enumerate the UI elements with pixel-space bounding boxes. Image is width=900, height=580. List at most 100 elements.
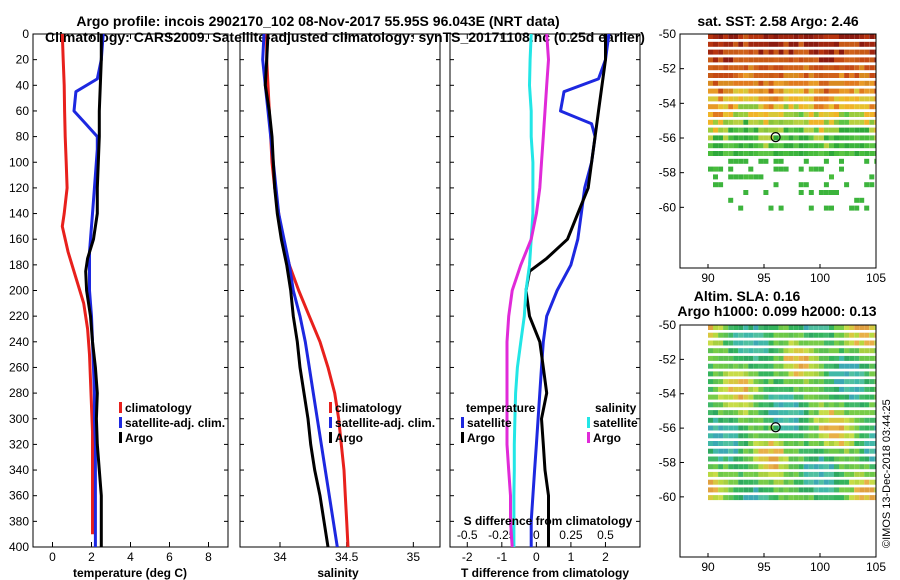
map-cell xyxy=(733,332,739,338)
map-cell xyxy=(723,34,729,39)
map-cell xyxy=(723,464,729,470)
map-cell xyxy=(854,456,860,462)
map-cell xyxy=(738,394,744,400)
map-cell xyxy=(869,41,875,47)
map-cell xyxy=(854,487,860,493)
map-cell xyxy=(813,73,819,78)
map-cell xyxy=(723,332,729,338)
map-cell xyxy=(738,112,744,117)
map-cell xyxy=(773,158,779,164)
map-cell xyxy=(798,34,804,39)
map-cell xyxy=(713,174,718,180)
series-line-argo xyxy=(84,34,103,547)
sla-map-frame xyxy=(679,324,877,558)
map-cell xyxy=(864,96,870,102)
map-cell xyxy=(718,88,724,94)
x-tick-label: -1 xyxy=(496,550,507,564)
map-cell xyxy=(768,96,774,102)
map-cell xyxy=(813,34,819,39)
map-cell xyxy=(713,448,718,454)
map-cell xyxy=(808,104,814,110)
map-cell xyxy=(834,379,839,385)
map-cell xyxy=(864,479,870,485)
map-y-tick-label: -54 xyxy=(659,96,677,110)
sst-map-title: sat. SST: 2.58 Argo: 2.46 xyxy=(697,13,859,29)
map-cell xyxy=(713,363,718,369)
map-cell xyxy=(743,73,749,78)
map-cell xyxy=(743,379,749,385)
map-cell xyxy=(748,379,754,385)
map-cell xyxy=(864,119,870,125)
map-cell xyxy=(728,151,734,156)
map-cell xyxy=(808,151,814,156)
map-cell xyxy=(708,386,713,392)
map-cell xyxy=(808,386,814,392)
map-cell xyxy=(793,332,799,338)
map-cell xyxy=(793,49,799,55)
map-cell xyxy=(798,73,804,78)
map-cell xyxy=(823,135,829,141)
map-cell xyxy=(743,65,749,71)
map-cell xyxy=(793,325,799,330)
map-cell xyxy=(723,479,729,485)
map-cell xyxy=(803,119,809,125)
map-cell xyxy=(723,127,729,133)
map-cell xyxy=(854,104,860,110)
legend-label-argo: Argo xyxy=(335,431,363,445)
map-cell xyxy=(829,479,834,485)
map-cell xyxy=(813,371,819,377)
depth-tick-label: 120 xyxy=(9,181,29,195)
map-cell xyxy=(793,495,799,501)
map-cell xyxy=(758,417,764,423)
map-cell xyxy=(783,127,789,133)
map-cell xyxy=(718,104,724,110)
map-cell xyxy=(869,355,875,361)
map-cell xyxy=(834,448,839,454)
map-cell xyxy=(793,34,799,39)
map-cell xyxy=(763,417,769,423)
map-cell xyxy=(813,379,819,385)
map-cell xyxy=(818,464,824,470)
map-cell xyxy=(763,88,769,94)
map-cell xyxy=(844,49,850,55)
map-cell xyxy=(798,340,804,346)
map-cell xyxy=(859,371,865,377)
map-cell xyxy=(874,487,876,493)
map-cell xyxy=(748,417,754,423)
map-cell xyxy=(728,158,734,164)
map-cell xyxy=(864,348,870,354)
map-cell xyxy=(849,73,855,78)
map-cell xyxy=(844,88,850,94)
map-cell xyxy=(808,394,814,400)
map-cell xyxy=(748,464,754,470)
map-cell xyxy=(738,441,744,446)
map-cell xyxy=(733,464,739,470)
map-cell xyxy=(743,104,749,110)
map-cell xyxy=(708,49,713,55)
map-cell xyxy=(733,417,739,423)
map-cell xyxy=(788,332,794,338)
map-cell xyxy=(869,448,875,454)
map-cell xyxy=(854,332,860,338)
map-cell xyxy=(718,119,724,125)
map-cell xyxy=(778,371,784,377)
map-cell xyxy=(793,410,799,416)
map-cell xyxy=(823,104,829,110)
map-cell xyxy=(713,41,718,47)
map-cell xyxy=(864,332,870,338)
map-cell xyxy=(718,348,724,354)
map-cell xyxy=(763,143,769,149)
map-cell xyxy=(753,495,759,501)
map-cell xyxy=(763,65,769,71)
map-cell xyxy=(849,363,855,369)
map-cell xyxy=(723,417,729,423)
map-cell xyxy=(753,363,759,369)
map-cell xyxy=(733,340,739,346)
map-cell xyxy=(854,65,860,71)
map-cell xyxy=(834,80,839,86)
map-cell xyxy=(839,363,844,369)
map-cell xyxy=(859,127,865,133)
difference-legend: temperature satellite Argo salinity sate… xyxy=(461,401,638,445)
map-cell xyxy=(718,456,724,462)
depth-tick-label: 300 xyxy=(9,412,29,426)
